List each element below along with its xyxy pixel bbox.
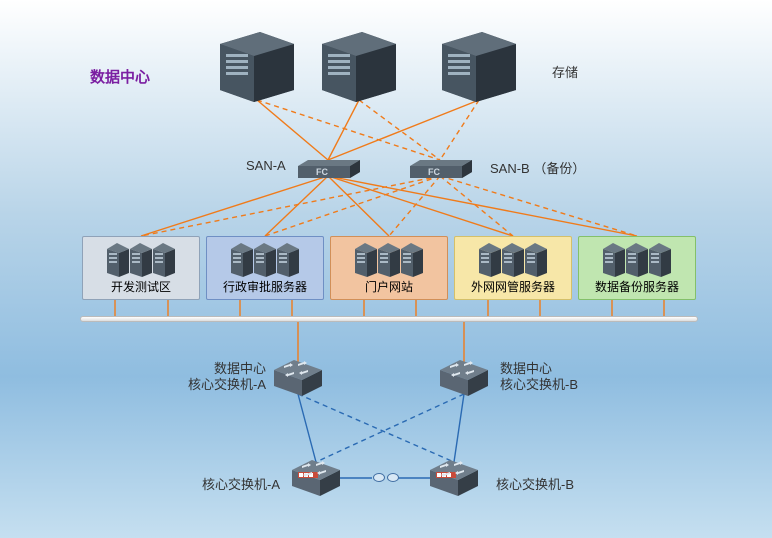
server-group-icon (231, 243, 299, 277)
server-group-icon (479, 243, 547, 277)
core-switch-b-label: 核心交换机-B (496, 474, 574, 493)
zone-label: 门户网站 (365, 278, 413, 295)
zone-box-dev: 开发测试区 (82, 236, 200, 300)
link-connector-icon (373, 473, 399, 482)
zone-label: 开发测试区 (111, 278, 171, 295)
zone-box-backup: 数据备份服务器 (578, 236, 696, 300)
storage-tower-icon (442, 32, 516, 107)
san-b-label: SAN-B （备份） (490, 158, 585, 177)
coreB-switch-icon (430, 460, 478, 496)
diagram-canvas: 数据中心 存储 SAN-A SAN-B （备份） F (0, 0, 772, 538)
zone-label: 行政审批服务器 (223, 278, 307, 295)
sanA-switch-icon: FC (298, 160, 360, 178)
dc-switch-a-label2: 核心交换机-A (178, 374, 266, 393)
svg-text:FC: FC (316, 167, 328, 177)
san-a-label: SAN-A (246, 158, 286, 173)
storage-label: 存储 (552, 62, 578, 81)
server-group-icon (603, 243, 671, 277)
zone-box-portal: 门户网站 (330, 236, 448, 300)
dc-switch-b-label2: 核心交换机-B (500, 374, 578, 393)
diagram-title: 数据中心 (90, 66, 150, 87)
storage-tower-icon (220, 32, 294, 107)
server-group-icon (355, 243, 423, 277)
storage-tower-icon (322, 32, 396, 107)
bus-rail (80, 316, 698, 322)
coreA-switch-icon (292, 460, 340, 496)
zone-label: 数据备份服务器 (595, 278, 679, 295)
zone-label: 外网网管服务器 (471, 278, 555, 295)
zone-box-ext: 外网网管服务器 (454, 236, 572, 300)
dcB-switch-icon (440, 360, 488, 396)
dcA-switch-icon (274, 360, 322, 396)
server-group-icon (107, 243, 175, 277)
svg-text:FC: FC (428, 167, 440, 177)
core-switch-a-label: 核心交换机-A (150, 474, 280, 493)
zone-box-admin: 行政审批服务器 (206, 236, 324, 300)
sanB-switch-icon: FC (410, 160, 472, 178)
